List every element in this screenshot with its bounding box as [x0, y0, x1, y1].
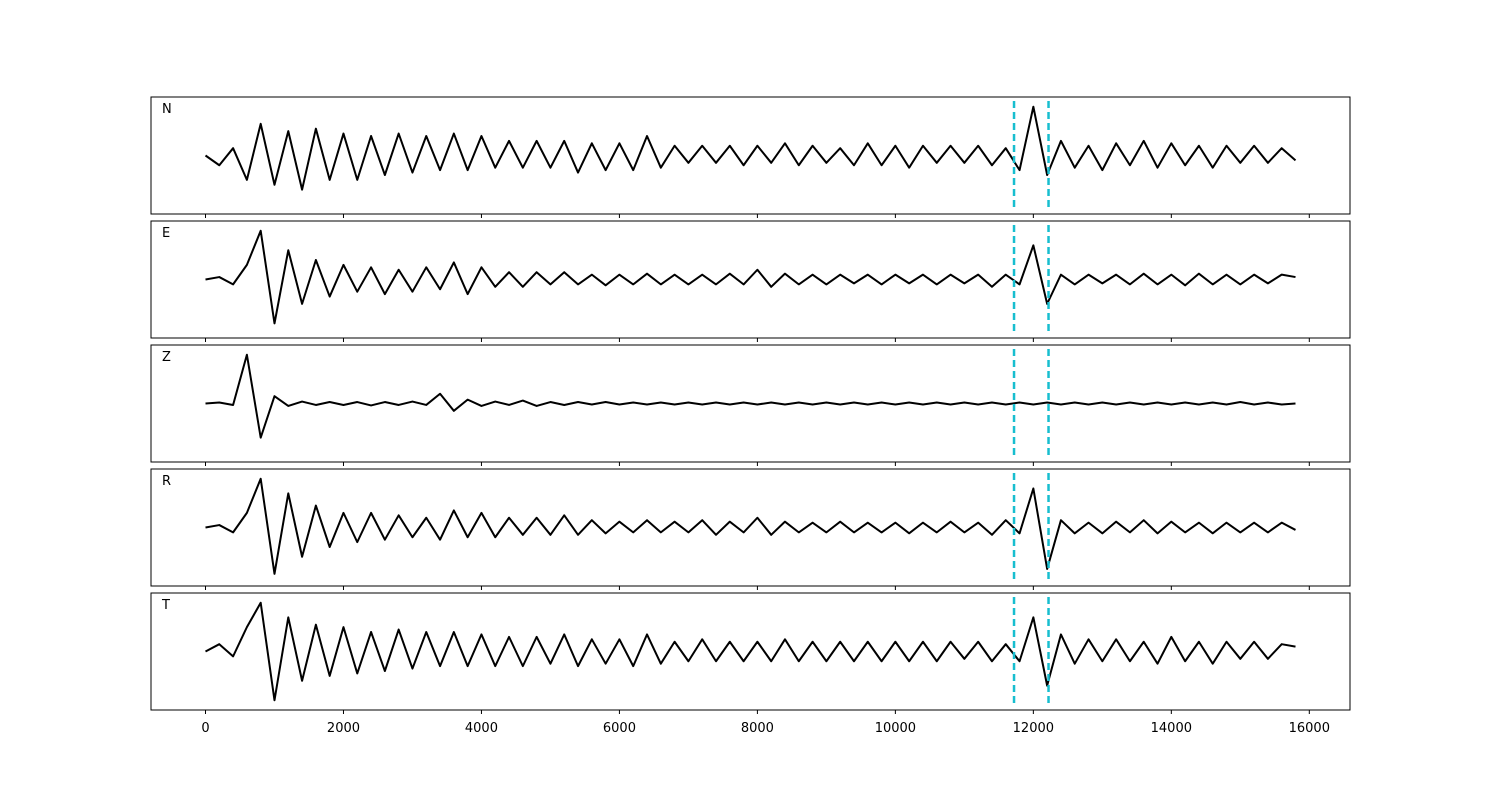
x-tick-label: 14000 — [1151, 721, 1192, 736]
panel-label: R — [162, 474, 171, 489]
x-tick-label: 6000 — [603, 721, 636, 736]
panel-label: T — [161, 598, 170, 613]
trace — [205, 229, 1296, 325]
panel-frame — [150, 220, 1351, 339]
panel-frame — [150, 468, 1351, 587]
x-tick-label: 10000 — [875, 721, 916, 736]
x-tick-label: 0 — [201, 721, 209, 736]
x-tick-label: 8000 — [741, 721, 774, 736]
panel-frame — [150, 592, 1351, 711]
panel-label: Z — [162, 350, 171, 365]
trace — [205, 353, 1296, 439]
trace — [204, 105, 1297, 191]
x-tick-label: 12000 — [1013, 721, 1054, 736]
panel-frame — [150, 344, 1351, 463]
x-tick-label: 16000 — [1289, 721, 1330, 736]
x-tick-label: 2000 — [327, 721, 360, 736]
panel-label: N — [162, 102, 172, 117]
panel-frame — [150, 96, 1351, 215]
trace — [205, 477, 1296, 575]
panel-label: E — [162, 226, 170, 241]
trace — [205, 601, 1296, 702]
x-tick-label: 4000 — [465, 721, 498, 736]
